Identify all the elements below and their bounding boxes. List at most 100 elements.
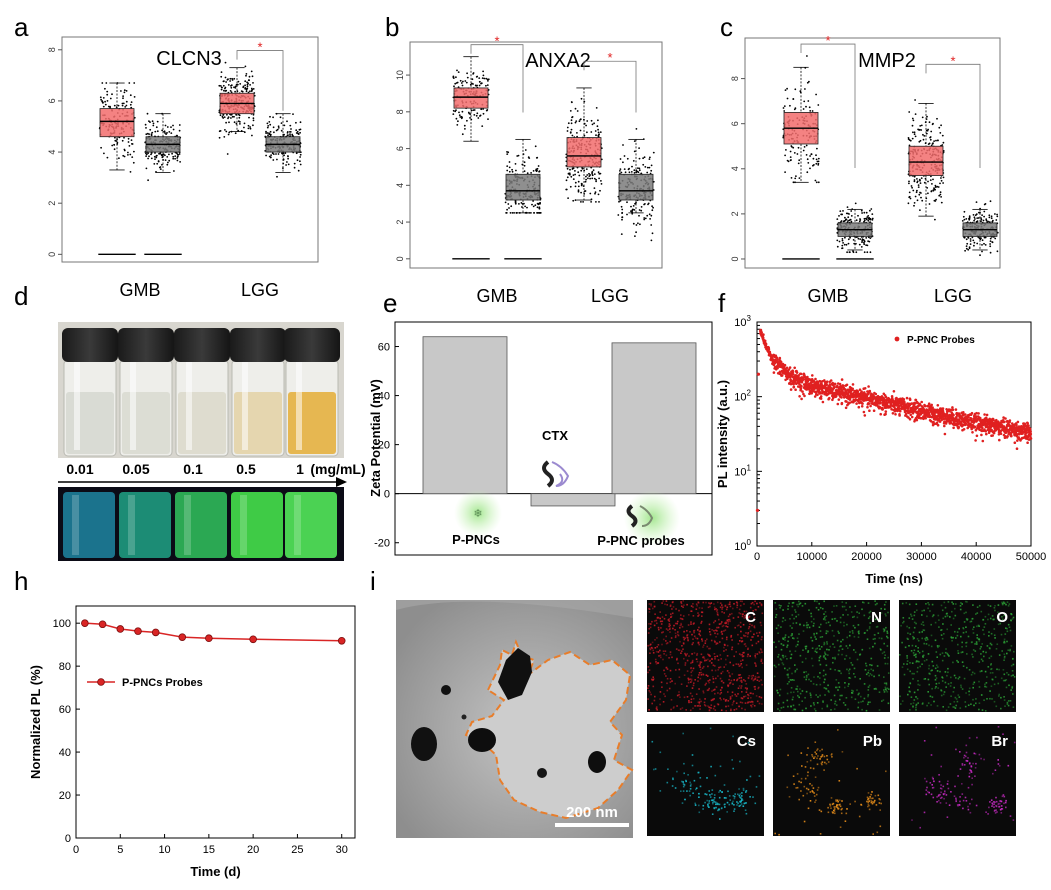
data-point	[966, 242, 969, 245]
data-point	[239, 121, 241, 123]
data-point	[591, 172, 593, 175]
data-point	[599, 172, 602, 175]
data-point	[859, 218, 861, 220]
ppncs-label: P-PNCs	[452, 532, 500, 547]
eds-signal	[663, 653, 665, 655]
data-point	[155, 156, 158, 159]
vial-highlight	[74, 362, 80, 450]
eds-signal	[745, 683, 748, 685]
data-point	[628, 171, 631, 174]
eds-signal	[696, 604, 698, 607]
data-point	[840, 396, 843, 399]
data-point	[914, 398, 918, 402]
vial-uv-highlight	[240, 495, 247, 555]
data-point	[955, 411, 959, 415]
eds-signal	[683, 630, 685, 633]
eds-signal	[702, 691, 705, 694]
eds-signal	[647, 644, 649, 647]
x-tick-label: 50000	[1016, 551, 1047, 563]
data-point	[176, 159, 179, 162]
data-point	[104, 87, 106, 90]
data-point	[868, 240, 871, 243]
data-point	[591, 123, 594, 126]
data-point	[790, 159, 792, 161]
data-point	[981, 239, 984, 242]
data-point	[622, 161, 624, 164]
data-point	[595, 178, 597, 181]
data-point	[593, 187, 596, 190]
data-point	[586, 131, 588, 134]
data-point	[989, 237, 992, 240]
data-point	[817, 164, 820, 166]
eds-signal	[686, 636, 689, 639]
data-point	[926, 115, 928, 118]
data-point	[459, 116, 462, 118]
eds-signal	[728, 682, 731, 685]
data-point	[985, 413, 989, 417]
data-point	[651, 209, 654, 212]
data-point	[908, 398, 912, 402]
eds-signal	[717, 675, 719, 677]
data-point	[940, 179, 943, 182]
data-point	[125, 90, 128, 92]
data-point	[129, 103, 132, 106]
data-point	[626, 157, 629, 160]
eds-signal	[735, 695, 738, 697]
eds-signal	[661, 602, 663, 604]
data-point	[566, 126, 569, 129]
data-point	[836, 402, 840, 406]
data-point	[833, 382, 837, 386]
data-point	[932, 189, 935, 192]
data-point	[792, 385, 796, 389]
data-point	[964, 413, 967, 416]
panel-d-vial-photos: 0.01 0.05 0.1 0.5 1 (mg/mL)	[58, 322, 366, 561]
data-point	[569, 168, 571, 171]
data-point	[860, 390, 863, 393]
data-point	[233, 121, 236, 124]
data-point	[985, 219, 988, 222]
data-point	[505, 212, 508, 214]
data-point	[455, 117, 458, 120]
data-point	[919, 209, 921, 212]
data-point	[972, 239, 975, 242]
data-point	[124, 106, 127, 108]
eds-signal	[666, 642, 669, 644]
data-point	[473, 114, 476, 116]
data-point	[983, 242, 985, 245]
data-point	[205, 634, 213, 643]
data-point	[222, 114, 225, 116]
data-point	[521, 206, 523, 208]
data-point	[283, 124, 286, 127]
data-point	[104, 103, 107, 106]
data-point	[642, 157, 644, 160]
data-point	[1017, 432, 1021, 436]
vial-highlight	[186, 362, 192, 450]
eds-signal	[709, 647, 711, 650]
data-point	[908, 417, 912, 421]
eds-signal	[723, 666, 725, 668]
eds-signal	[707, 653, 709, 656]
data-point	[582, 201, 584, 203]
data-point	[640, 172, 643, 175]
vial-highlight	[296, 362, 302, 450]
eds-signal	[660, 656, 662, 659]
data-point	[507, 151, 510, 154]
data-point	[809, 155, 811, 157]
data-point	[536, 167, 539, 170]
data-point	[165, 133, 168, 136]
data-point	[626, 201, 628, 204]
data-point	[810, 153, 813, 156]
data-point	[1026, 441, 1029, 445]
data-point	[123, 155, 126, 158]
data-point	[589, 192, 592, 195]
data-point	[111, 144, 114, 147]
data-point	[223, 80, 225, 82]
data-point	[103, 152, 105, 155]
data-point	[286, 120, 288, 123]
eds-signal	[727, 619, 730, 621]
data-point	[151, 120, 154, 123]
data-point	[908, 111, 911, 113]
data-point	[650, 164, 653, 167]
data-point	[863, 240, 866, 243]
eds-signal	[760, 649, 763, 651]
